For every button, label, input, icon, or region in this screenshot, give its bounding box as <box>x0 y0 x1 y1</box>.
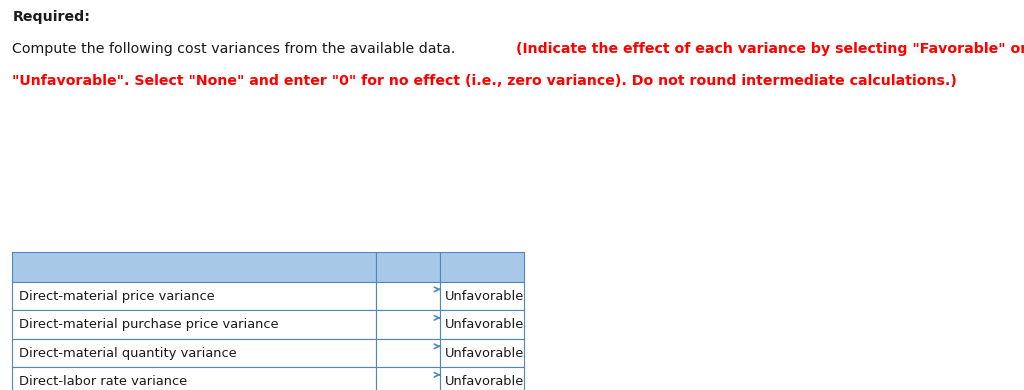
Bar <box>376 367 440 390</box>
Text: Compute the following cost variances from the available data.: Compute the following cost variances fro… <box>12 42 460 56</box>
Bar <box>376 252 440 282</box>
Bar <box>440 282 524 310</box>
Text: Unfavorable: Unfavorable <box>444 347 524 360</box>
Bar <box>440 310 524 339</box>
Bar <box>12 252 376 282</box>
Text: Direct-labor rate variance: Direct-labor rate variance <box>19 375 187 388</box>
Text: Direct-material quantity variance: Direct-material quantity variance <box>19 347 238 360</box>
Text: Direct-material purchase price variance: Direct-material purchase price variance <box>19 318 280 331</box>
Bar <box>440 367 524 390</box>
Text: "Unfavorable". Select "None" and enter "0" for no effect (i.e., zero variance). : "Unfavorable". Select "None" and enter "… <box>12 74 957 88</box>
Text: (Indicate the effect of each variance by selecting "Favorable" or: (Indicate the effect of each variance by… <box>516 42 1024 56</box>
Bar <box>376 310 440 339</box>
Bar <box>12 367 376 390</box>
Bar <box>12 310 376 339</box>
Text: Required:: Required: <box>12 10 90 24</box>
Text: Direct-material price variance: Direct-material price variance <box>19 290 215 303</box>
Text: Unfavorable: Unfavorable <box>444 318 524 331</box>
Bar <box>440 252 524 282</box>
Bar <box>12 339 376 367</box>
Bar <box>440 339 524 367</box>
Bar <box>376 282 440 310</box>
Bar <box>376 339 440 367</box>
Bar <box>12 282 376 310</box>
Text: Unfavorable: Unfavorable <box>444 375 524 388</box>
Text: Unfavorable: Unfavorable <box>444 290 524 303</box>
